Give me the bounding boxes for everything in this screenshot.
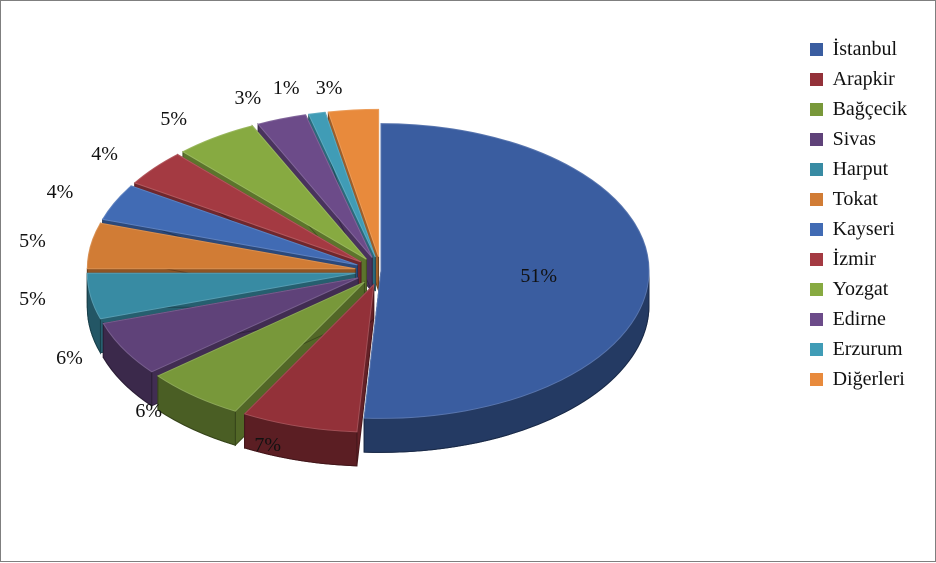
legend-label: İzmir: [833, 248, 876, 271]
legend-swatch: [810, 163, 823, 176]
legend-item: İzmir: [810, 248, 907, 271]
slice-pct-label: 1%: [273, 77, 300, 100]
pie-chart: [1, 1, 761, 563]
legend-label: Sivas: [833, 128, 876, 151]
legend-item: Sivas: [810, 128, 907, 151]
legend: İstanbul Arapkir Bağçecik Sivas Harput Tokat K…: [810, 31, 907, 398]
legend-item: Edirne: [810, 308, 907, 331]
slice-pct-label: 51%: [520, 265, 557, 288]
legend-label: Yozgat: [833, 278, 889, 301]
slice-pct-label: 3%: [316, 77, 343, 100]
slice-pct-label: 7%: [254, 434, 281, 457]
slice-pct-label: 6%: [135, 400, 162, 423]
legend-item: İstanbul: [810, 38, 907, 61]
legend-label: Diğerleri: [833, 368, 905, 391]
legend-item: Diğerleri: [810, 368, 907, 391]
legend-item: Harput: [810, 158, 907, 181]
legend-item: Kayseri: [810, 218, 907, 241]
slice-pct-label: 6%: [56, 347, 83, 370]
legend-label: Bağçecik: [833, 98, 907, 121]
legend-item: Erzurum: [810, 338, 907, 361]
legend-swatch: [810, 193, 823, 206]
legend-swatch: [810, 343, 823, 356]
slice-pct-label: 5%: [19, 288, 46, 311]
legend-item: Yozgat: [810, 278, 907, 301]
legend-swatch: [810, 223, 823, 236]
legend-swatch: [810, 313, 823, 326]
legend-item: Tokat: [810, 188, 907, 211]
legend-label: Harput: [833, 158, 889, 181]
legend-label: İstanbul: [833, 38, 897, 61]
legend-swatch: [810, 133, 823, 146]
legend-swatch: [810, 283, 823, 296]
legend-label: Edirne: [833, 308, 886, 331]
legend-swatch: [810, 103, 823, 116]
legend-swatch: [810, 373, 823, 386]
legend-swatch: [810, 43, 823, 56]
chart-frame: { "chart": { "type": "pie-3d-exploded", …: [0, 0, 936, 562]
legend-swatch: [810, 73, 823, 86]
slice-pct-label: 5%: [160, 108, 187, 131]
slice-pct-label: 3%: [235, 87, 262, 110]
slice-pct-label: 5%: [19, 230, 46, 253]
legend-label: Arapkir: [833, 68, 895, 91]
legend-label: Erzurum: [833, 338, 903, 361]
legend-swatch: [810, 253, 823, 266]
legend-item: Arapkir: [810, 68, 907, 91]
slice-pct-label: 4%: [91, 143, 118, 166]
legend-item: Bağçecik: [810, 98, 907, 121]
legend-label: Tokat: [833, 188, 878, 211]
legend-label: Kayseri: [833, 218, 895, 241]
slice-pct-label: 4%: [47, 181, 74, 204]
